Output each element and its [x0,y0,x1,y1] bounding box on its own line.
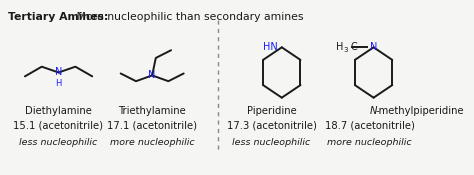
Text: N: N [55,68,62,78]
Text: 18.7 (acetonitrile): 18.7 (acetonitrile) [325,121,415,131]
Text: more nucleophilic: more nucleophilic [328,138,412,147]
Text: C: C [350,42,357,52]
Text: 3: 3 [344,47,348,53]
Text: N: N [370,106,377,116]
Text: -methylpiperidine: -methylpiperidine [375,106,464,116]
Text: Diethylamine: Diethylamine [25,106,91,116]
Text: H: H [336,42,343,52]
Text: Tertiary Amines:: Tertiary Amines: [8,12,109,22]
Text: N: N [148,70,156,80]
Text: less nucleophilic: less nucleophilic [232,138,310,147]
Text: More nucleophilic than secondary amines: More nucleophilic than secondary amines [73,12,303,22]
Text: Triethylamine: Triethylamine [118,106,186,116]
Text: Piperidine: Piperidine [246,106,296,116]
Text: more nucleophilic: more nucleophilic [110,138,194,147]
Text: N: N [370,42,377,52]
Text: H: H [55,79,62,88]
Text: 17.1 (acetonitrile): 17.1 (acetonitrile) [107,121,197,131]
Text: HN: HN [263,42,277,52]
Text: 15.1 (acetonitrile): 15.1 (acetonitrile) [13,121,103,131]
Text: less nucleophilic: less nucleophilic [19,138,97,147]
Text: 17.3 (acetonitrile): 17.3 (acetonitrile) [227,121,317,131]
